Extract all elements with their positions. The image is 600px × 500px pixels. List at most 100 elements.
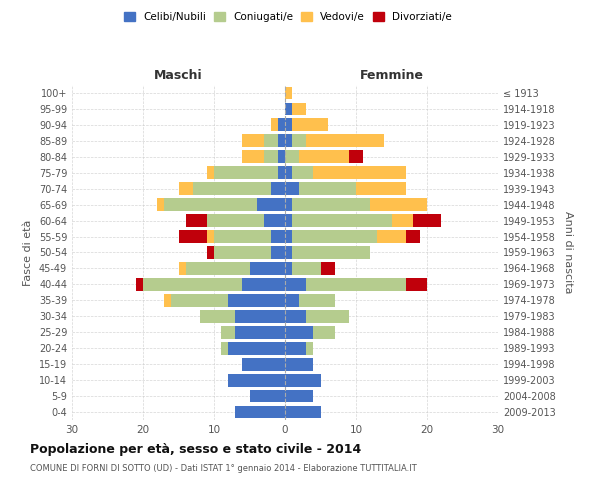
- Bar: [271, 182, 285, 195]
- Bar: [193, 182, 271, 195]
- Bar: [207, 166, 214, 179]
- Bar: [320, 262, 335, 275]
- Bar: [392, 214, 413, 227]
- Bar: [307, 134, 385, 147]
- Bar: [235, 326, 285, 338]
- Bar: [214, 166, 278, 179]
- Bar: [285, 166, 292, 179]
- Bar: [228, 294, 285, 306]
- Bar: [406, 230, 420, 243]
- Bar: [285, 102, 292, 116]
- Bar: [285, 326, 313, 338]
- Bar: [235, 406, 285, 418]
- Bar: [285, 150, 299, 163]
- Bar: [250, 390, 285, 402]
- Bar: [285, 198, 292, 211]
- Bar: [299, 182, 356, 195]
- Bar: [278, 118, 285, 132]
- Bar: [271, 118, 278, 132]
- Y-axis label: Fasce di età: Fasce di età: [23, 220, 33, 286]
- Bar: [221, 342, 228, 354]
- Bar: [292, 102, 307, 116]
- Bar: [278, 166, 285, 179]
- Bar: [271, 230, 285, 243]
- Bar: [200, 310, 235, 322]
- Bar: [285, 310, 307, 322]
- Bar: [164, 294, 172, 306]
- Bar: [207, 214, 264, 227]
- Bar: [214, 246, 271, 259]
- Bar: [264, 214, 285, 227]
- Bar: [292, 166, 313, 179]
- Text: Femmine: Femmine: [359, 69, 424, 82]
- Bar: [242, 358, 285, 370]
- Bar: [264, 150, 278, 163]
- Bar: [356, 182, 406, 195]
- Bar: [299, 294, 335, 306]
- Bar: [179, 182, 193, 195]
- Bar: [285, 230, 292, 243]
- Bar: [136, 278, 143, 291]
- Bar: [278, 150, 285, 163]
- Bar: [235, 310, 285, 322]
- Bar: [228, 374, 285, 386]
- Bar: [257, 198, 285, 211]
- Bar: [214, 230, 271, 243]
- Bar: [370, 198, 427, 211]
- Bar: [285, 214, 292, 227]
- Bar: [285, 406, 320, 418]
- Bar: [285, 374, 320, 386]
- Bar: [406, 278, 427, 291]
- Bar: [228, 342, 285, 354]
- Bar: [250, 262, 285, 275]
- Bar: [285, 246, 292, 259]
- Bar: [285, 294, 299, 306]
- Bar: [185, 262, 250, 275]
- Bar: [278, 134, 285, 147]
- Bar: [185, 214, 207, 227]
- Bar: [285, 118, 292, 132]
- Bar: [285, 134, 292, 147]
- Bar: [292, 134, 307, 147]
- Bar: [292, 262, 320, 275]
- Bar: [349, 150, 363, 163]
- Bar: [292, 230, 377, 243]
- Bar: [313, 326, 335, 338]
- Bar: [179, 230, 207, 243]
- Bar: [285, 182, 299, 195]
- Bar: [207, 246, 214, 259]
- Bar: [242, 150, 264, 163]
- Bar: [377, 230, 406, 243]
- Legend: Celibi/Nubili, Coniugati/e, Vedovi/e, Divorziati/e: Celibi/Nubili, Coniugati/e, Vedovi/e, Di…: [120, 8, 456, 26]
- Bar: [307, 278, 406, 291]
- Bar: [313, 166, 406, 179]
- Bar: [285, 278, 307, 291]
- Bar: [164, 198, 257, 211]
- Bar: [307, 310, 349, 322]
- Bar: [242, 134, 264, 147]
- Bar: [207, 230, 214, 243]
- Text: COMUNE DI FORNI DI SOTTO (UD) - Dati ISTAT 1° gennaio 2014 - Elaborazione TUTTIT: COMUNE DI FORNI DI SOTTO (UD) - Dati IST…: [30, 464, 417, 473]
- Text: Maschi: Maschi: [154, 69, 203, 82]
- Text: Popolazione per età, sesso e stato civile - 2014: Popolazione per età, sesso e stato civil…: [30, 442, 361, 456]
- Bar: [221, 326, 235, 338]
- Bar: [179, 262, 185, 275]
- Bar: [292, 118, 328, 132]
- Bar: [285, 358, 313, 370]
- Bar: [242, 278, 285, 291]
- Bar: [285, 342, 307, 354]
- Bar: [264, 134, 278, 147]
- Bar: [285, 390, 313, 402]
- Bar: [285, 262, 292, 275]
- Bar: [292, 214, 392, 227]
- Y-axis label: Anni di nascita: Anni di nascita: [563, 211, 572, 294]
- Bar: [299, 150, 349, 163]
- Bar: [292, 198, 370, 211]
- Bar: [413, 214, 441, 227]
- Bar: [307, 342, 313, 354]
- Bar: [157, 198, 164, 211]
- Bar: [285, 86, 292, 100]
- Bar: [292, 246, 370, 259]
- Bar: [143, 278, 242, 291]
- Bar: [172, 294, 228, 306]
